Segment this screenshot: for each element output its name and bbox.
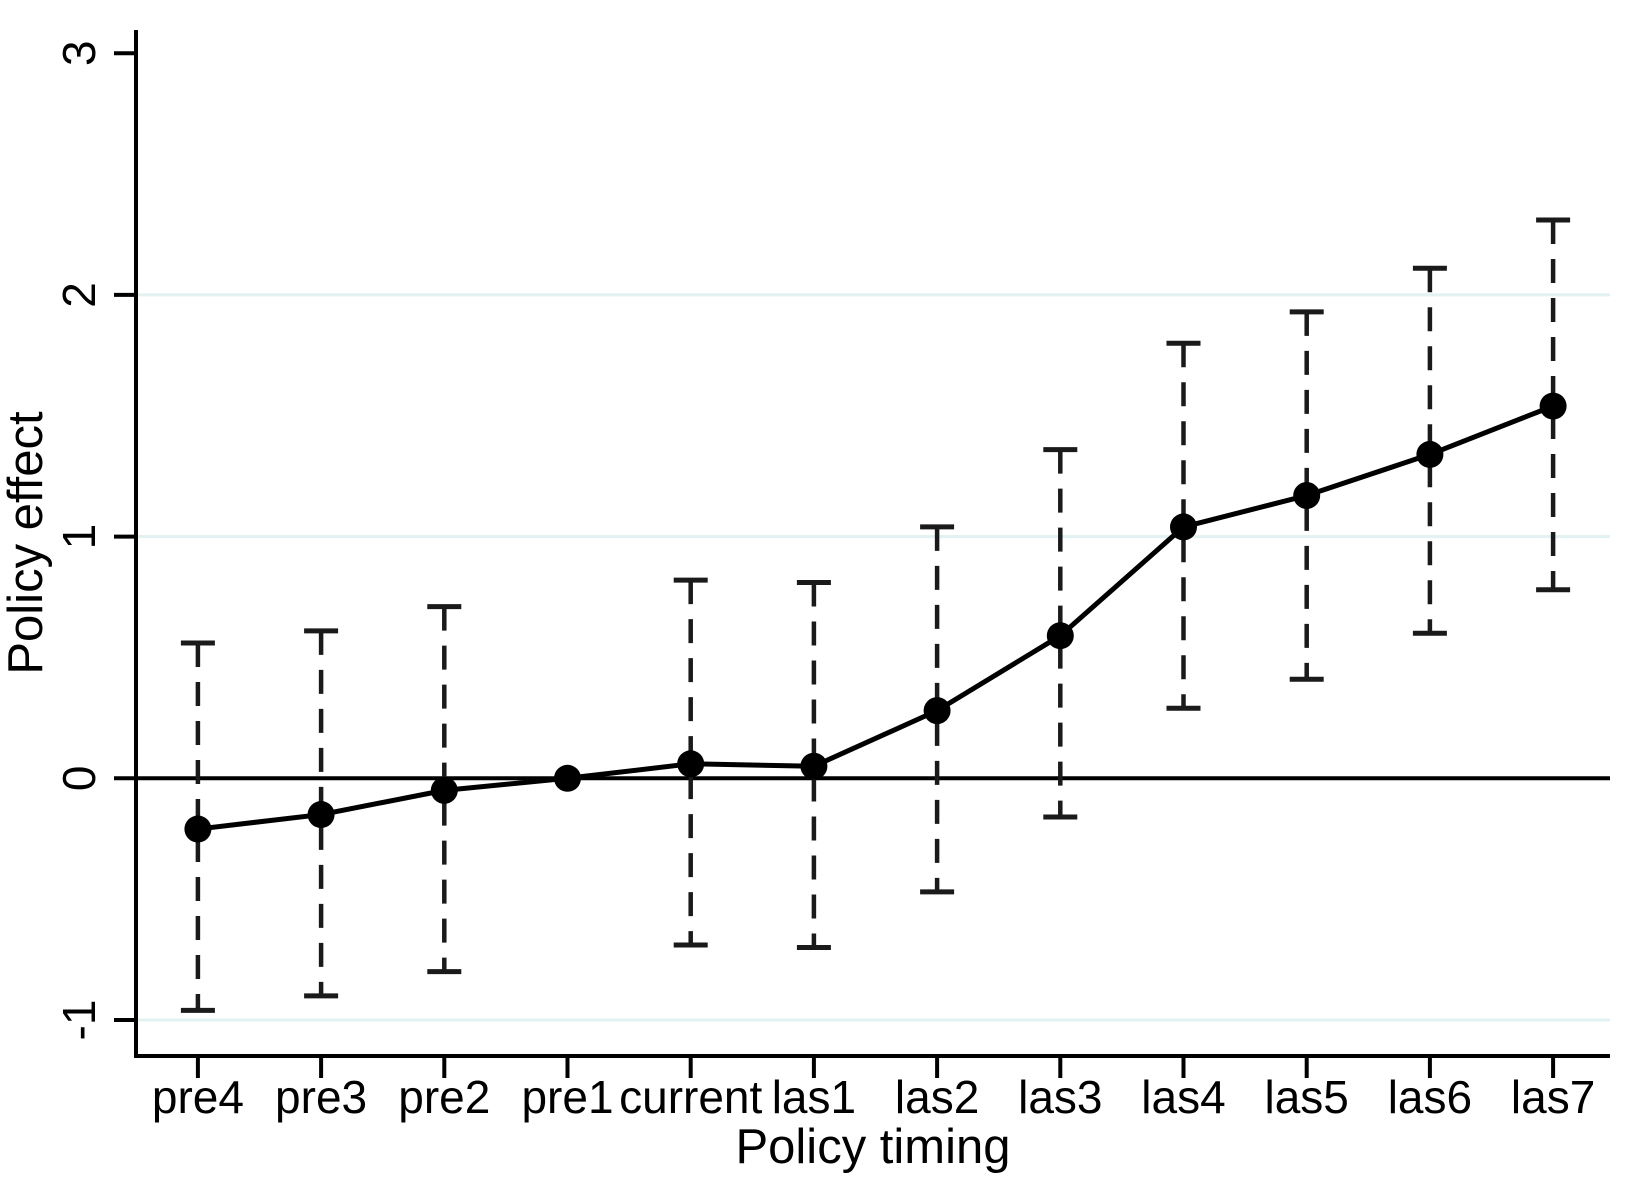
x-axis-title: Policy timing [735,1120,1010,1174]
x-tick-label: pre4 [152,1071,244,1123]
data-point-las7 [1539,392,1567,420]
y-axis-title: Policy effect [0,411,53,675]
x-tick-label: las3 [1018,1071,1102,1123]
x-tick-label: las1 [772,1071,856,1123]
x-tick-label: las4 [1141,1071,1225,1123]
x-tick-label: pre2 [398,1071,490,1123]
x-tick-label: las6 [1388,1071,1472,1123]
data-point-pre4 [184,815,212,843]
x-tick-label: las2 [895,1071,979,1123]
x-axis [134,1054,1610,1078]
x-tick-labels: pre4 pre3 pre2 pre1 current las1 las2 las3 las4 l… [152,1071,1595,1123]
data-point-las5 [1293,482,1321,510]
data-point-pre3 [307,801,335,829]
data-point-pre1 [554,764,581,792]
x-tick-label: pre3 [275,1071,367,1123]
y-tick-label: 3 [53,40,105,66]
data-point-las6 [1416,440,1444,468]
x-tick-label: las5 [1265,1071,1349,1123]
data-point-las1 [800,752,828,780]
y-tick-label: -1 [53,1000,105,1041]
confidence-interval-whiskers [180,217,1571,1013]
y-tick-label: 1 [53,524,105,550]
series-polyline [197,403,1555,832]
gridlines [136,293,1610,1022]
y-tick-label: 0 [53,765,105,791]
data-point-las4 [1170,513,1197,541]
y-tick-label: 2 [53,282,105,308]
data-point-pre2 [430,776,458,804]
data-point-las2 [923,697,951,725]
data-points [184,392,1567,843]
data-point-current [677,750,705,778]
data-point-las3 [1046,622,1074,650]
x-tick-label: pre1 [521,1071,613,1123]
series-line [197,403,1555,832]
y-axis [114,30,138,1056]
y-tick-labels: -1 0 1 2 3 [53,40,105,1040]
x-tick-label: current [619,1071,762,1123]
x-tick-label: las7 [1511,1071,1595,1123]
